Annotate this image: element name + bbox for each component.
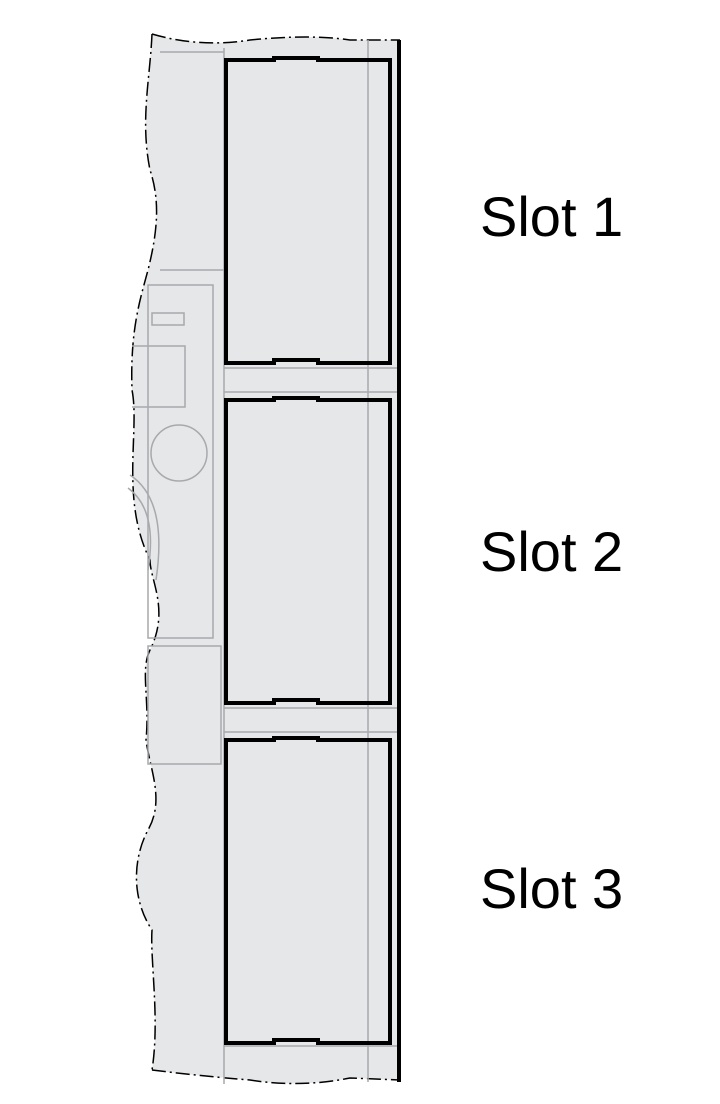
slot-1-outline [224,56,392,365]
break-line [130,33,160,1071]
slot-label-3: Slot 3 [480,857,623,920]
break-line-bottom [151,1069,401,1085]
break-line-top [151,33,400,44]
slot-3-outline [224,736,392,1045]
slot-label-2: Slot 2 [480,520,623,583]
round-connector [150,424,208,482]
slot-label-1: Slot 1 [480,185,623,248]
slot-2-outline [224,396,392,705]
led-indicator [151,312,185,326]
